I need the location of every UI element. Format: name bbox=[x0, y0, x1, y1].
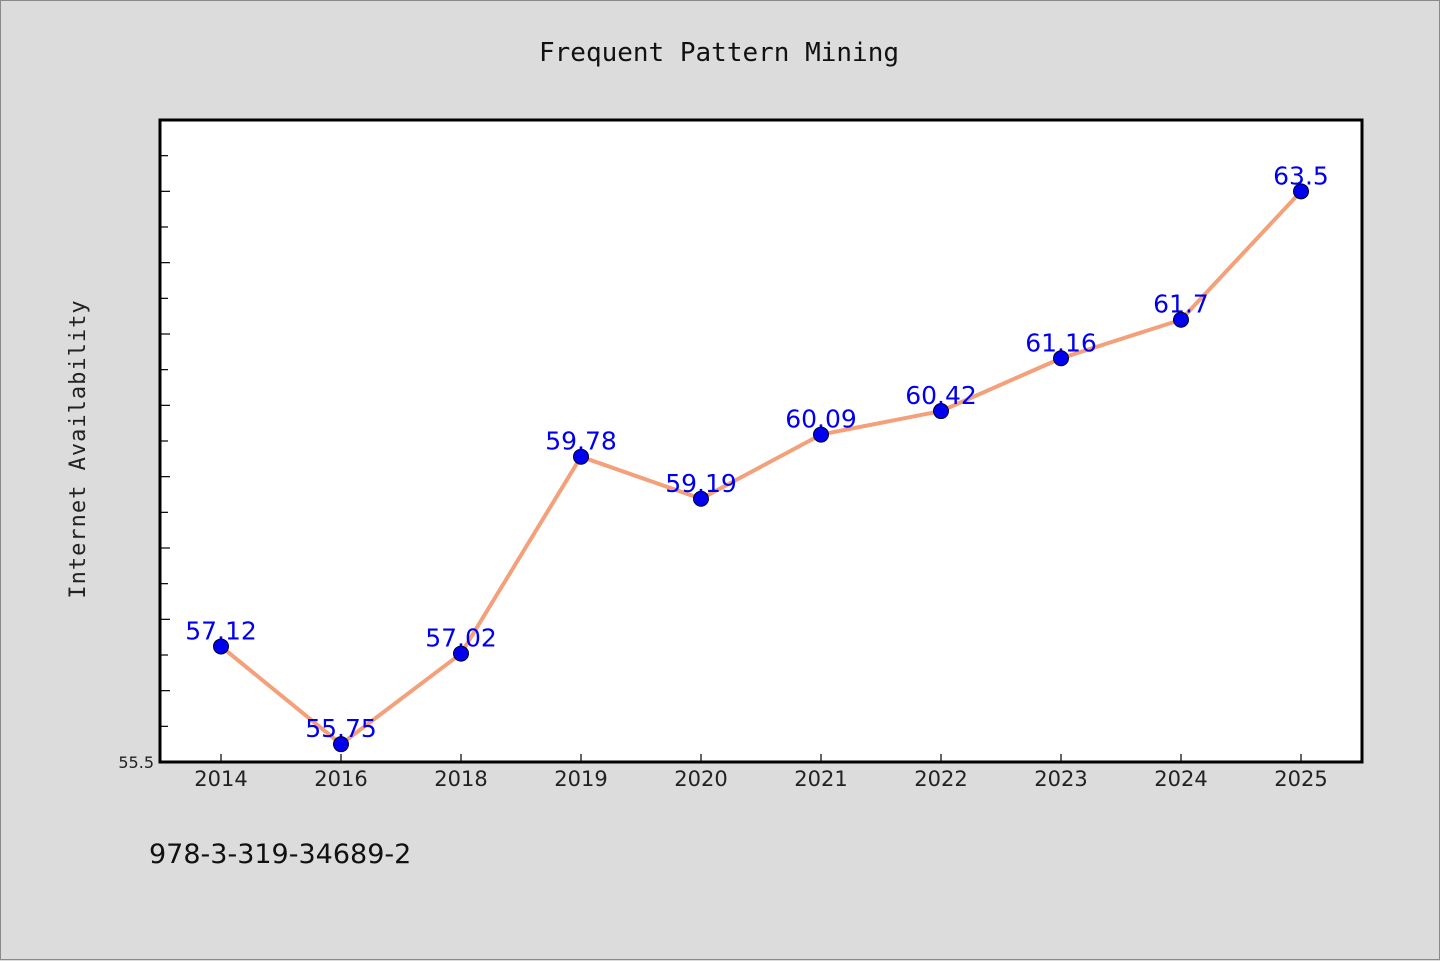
x-tick-label: 2016 bbox=[314, 767, 367, 791]
isbn-text: 978-3-319-34689-2 bbox=[149, 839, 411, 870]
y-axis-label: Internet Availability bbox=[66, 299, 91, 598]
data-point bbox=[573, 448, 589, 465]
y-axis-ticks: 55.5 bbox=[118, 119, 170, 772]
series-line bbox=[219, 189, 1303, 747]
x-tick-label: 2024 bbox=[1154, 767, 1207, 791]
data-point bbox=[933, 403, 949, 420]
data-point bbox=[1053, 350, 1069, 367]
x-tick-label: 2020 bbox=[674, 767, 727, 791]
data-point bbox=[1293, 183, 1309, 200]
data-point bbox=[1173, 311, 1189, 328]
x-axis-ticks: 2014 2016 2018 2019 2020 2021 2022 2023 2024 2025 bbox=[194, 754, 1328, 791]
x-tick-label: 2022 bbox=[914, 767, 967, 791]
data-point bbox=[813, 426, 829, 443]
y-tick-label: 55.5 bbox=[118, 753, 154, 772]
x-tick-label: 2023 bbox=[1034, 767, 1087, 791]
x-tick-label: 2019 bbox=[554, 767, 607, 791]
x-tick-label: 2014 bbox=[194, 767, 247, 791]
x-tick-label: 2025 bbox=[1274, 767, 1327, 791]
x-tick-label: 2018 bbox=[434, 767, 487, 791]
x-tick-label: 2021 bbox=[794, 767, 847, 791]
data-markers bbox=[213, 183, 1309, 753]
series-line-group bbox=[219, 189, 1303, 747]
plot-area bbox=[158, 118, 1364, 764]
data-point bbox=[453, 645, 469, 662]
data-point bbox=[693, 490, 709, 507]
data-point bbox=[213, 638, 229, 655]
chart-title: Frequent Pattern Mining bbox=[539, 38, 899, 68]
data-point bbox=[333, 736, 349, 753]
